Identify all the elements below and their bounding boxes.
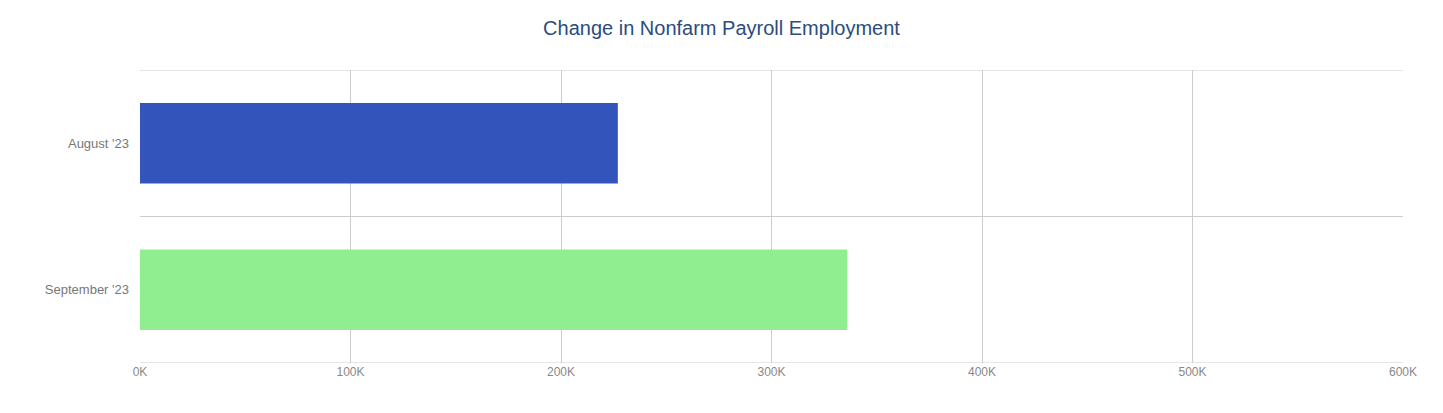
svg-text:500K: 500K (1178, 365, 1206, 379)
svg-text:September '23: September '23 (45, 282, 129, 297)
svg-text:Change in Nonfarm Payroll Empl: Change in Nonfarm Payroll Employment (543, 17, 900, 39)
svg-text:200K: 200K (547, 365, 575, 379)
svg-text:600K: 600K (1389, 365, 1417, 379)
svg-text:August '23: August '23 (68, 136, 129, 151)
svg-text:300K: 300K (757, 365, 785, 379)
svg-text:0K: 0K (133, 365, 148, 379)
svg-text:400K: 400K (968, 365, 996, 379)
svg-text:100K: 100K (336, 365, 364, 379)
